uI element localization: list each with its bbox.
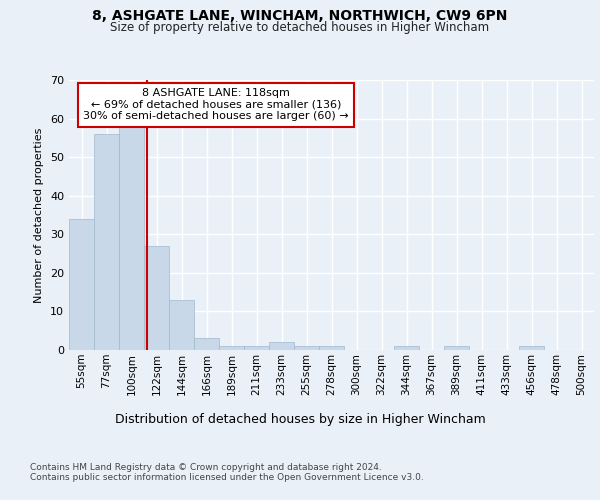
Bar	[319, 346, 344, 350]
Bar	[444, 346, 469, 350]
Bar	[119, 122, 144, 350]
Bar	[294, 346, 319, 350]
Bar	[269, 342, 294, 350]
Bar	[169, 300, 194, 350]
Bar	[144, 246, 169, 350]
Bar	[244, 346, 269, 350]
Y-axis label: Number of detached properties: Number of detached properties	[34, 128, 44, 302]
Text: Size of property relative to detached houses in Higher Wincham: Size of property relative to detached ho…	[110, 21, 490, 34]
Text: Contains HM Land Registry data © Crown copyright and database right 2024.: Contains HM Land Registry data © Crown c…	[30, 462, 382, 471]
Text: 8 ASHGATE LANE: 118sqm
← 69% of detached houses are smaller (136)
30% of semi-de: 8 ASHGATE LANE: 118sqm ← 69% of detached…	[83, 88, 349, 122]
Bar	[194, 338, 219, 350]
Bar	[69, 219, 94, 350]
Bar	[94, 134, 119, 350]
Bar	[519, 346, 544, 350]
Bar	[219, 346, 244, 350]
Text: 8, ASHGATE LANE, WINCHAM, NORTHWICH, CW9 6PN: 8, ASHGATE LANE, WINCHAM, NORTHWICH, CW9…	[92, 9, 508, 23]
Text: Contains public sector information licensed under the Open Government Licence v3: Contains public sector information licen…	[30, 472, 424, 482]
Bar	[394, 346, 419, 350]
Text: Distribution of detached houses by size in Higher Wincham: Distribution of detached houses by size …	[115, 412, 485, 426]
